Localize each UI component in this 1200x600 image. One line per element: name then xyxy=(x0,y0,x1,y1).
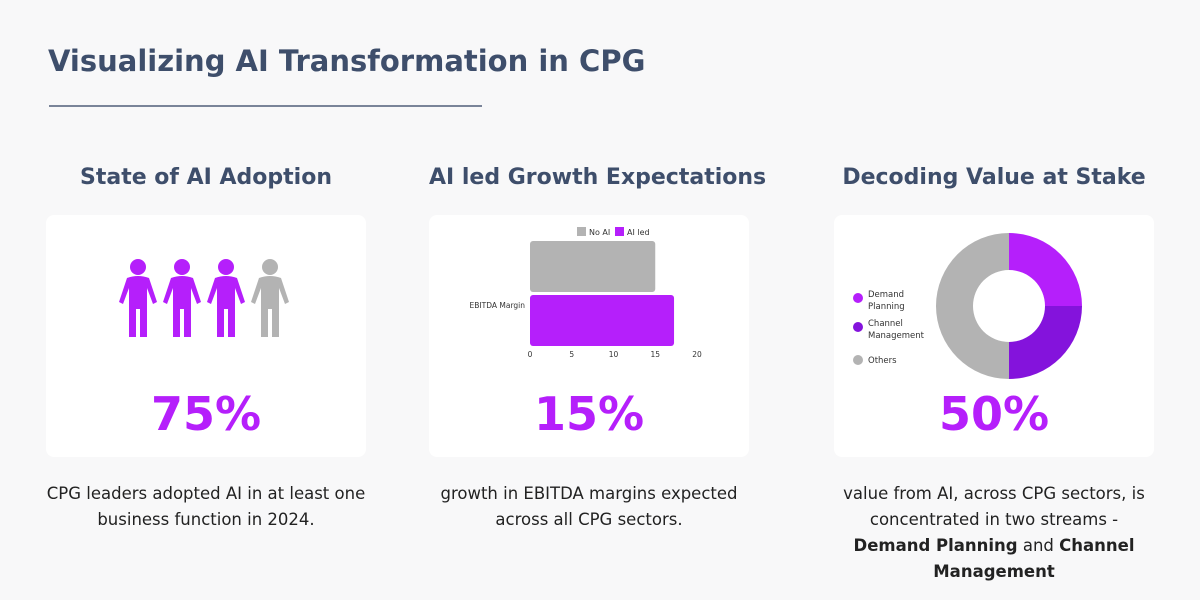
legend-dot-1 xyxy=(853,322,863,332)
person-icon xyxy=(163,259,201,337)
growth-bar-chart: No AI AI led EBITDA Margin 0 5 10 15 20 xyxy=(470,227,702,359)
desc-and: and xyxy=(1017,536,1060,555)
value-description: value from AI, across CPG sectors, is co… xyxy=(834,481,1154,585)
legend-label-0: No AI xyxy=(589,228,610,237)
legend-label-0: Demand Planning xyxy=(868,290,905,312)
adoption-section: State of AI Adoption 75% CPG leaders ado… xyxy=(46,165,366,533)
x-tick-label: 20 xyxy=(692,350,702,359)
adoption-card: 75% xyxy=(46,215,366,457)
person-icon xyxy=(207,259,245,337)
donut-slice-2 xyxy=(936,233,1009,379)
x-tick-label: 10 xyxy=(609,350,619,359)
growth-section: AI led Growth Expectations No AI AI led EB… xyxy=(429,165,767,533)
donut-slice-0 xyxy=(1009,233,1082,306)
value-donut-chart: Demand Planning Channel Management Others xyxy=(853,233,1082,379)
x-tick-label: 0 xyxy=(528,350,533,359)
growth-heading: AI led Growth Expectations xyxy=(429,165,767,190)
adoption-stat: 75% xyxy=(150,387,262,441)
x-tick-label: 15 xyxy=(650,350,660,359)
value-section: Decoding Value at Stake Demand Planning Ch… xyxy=(834,165,1154,585)
desc-bold-demand: Demand Planning xyxy=(853,536,1018,555)
bar-ai-led xyxy=(530,295,675,346)
legend-swatch-1 xyxy=(615,227,624,236)
adoption-heading: State of AI Adoption xyxy=(80,165,332,190)
value-stat: 50% xyxy=(938,387,1050,441)
value-heading: Decoding Value at Stake xyxy=(842,165,1146,190)
donut-slice-1 xyxy=(1009,306,1082,379)
title-divider xyxy=(49,105,482,107)
person-icon xyxy=(251,259,289,337)
desc-text: value from AI, across CPG sectors, is co… xyxy=(843,484,1145,529)
x-tick-label: 5 xyxy=(569,350,574,359)
legend-dot-2 xyxy=(853,355,863,365)
page-title: Visualizing AI Transformation in CPG xyxy=(48,44,646,78)
person-icon xyxy=(119,259,157,337)
legend-label-1: Channel Management xyxy=(868,319,925,341)
growth-description: growth in EBITDA margins expected across… xyxy=(440,484,738,529)
adoption-description: CPG leaders adopted AI in at least one b… xyxy=(46,484,366,529)
legend-swatch-0 xyxy=(577,227,586,236)
legend-dot-0 xyxy=(853,293,863,303)
value-card: Demand Planning Channel Management Others 50… xyxy=(834,215,1154,457)
bar-no-ai xyxy=(530,241,656,292)
growth-card: No AI AI led EBITDA Margin 0 5 10 15 20 15% xyxy=(429,215,749,457)
category-label: EBITDA Margin xyxy=(470,301,526,310)
legend-label-1: AI led xyxy=(627,228,650,237)
legend-label-2: Others xyxy=(868,356,897,366)
growth-stat: 15% xyxy=(533,387,645,441)
desc-bold-channel: Channel Management xyxy=(933,536,1135,581)
people-icons xyxy=(118,259,290,337)
